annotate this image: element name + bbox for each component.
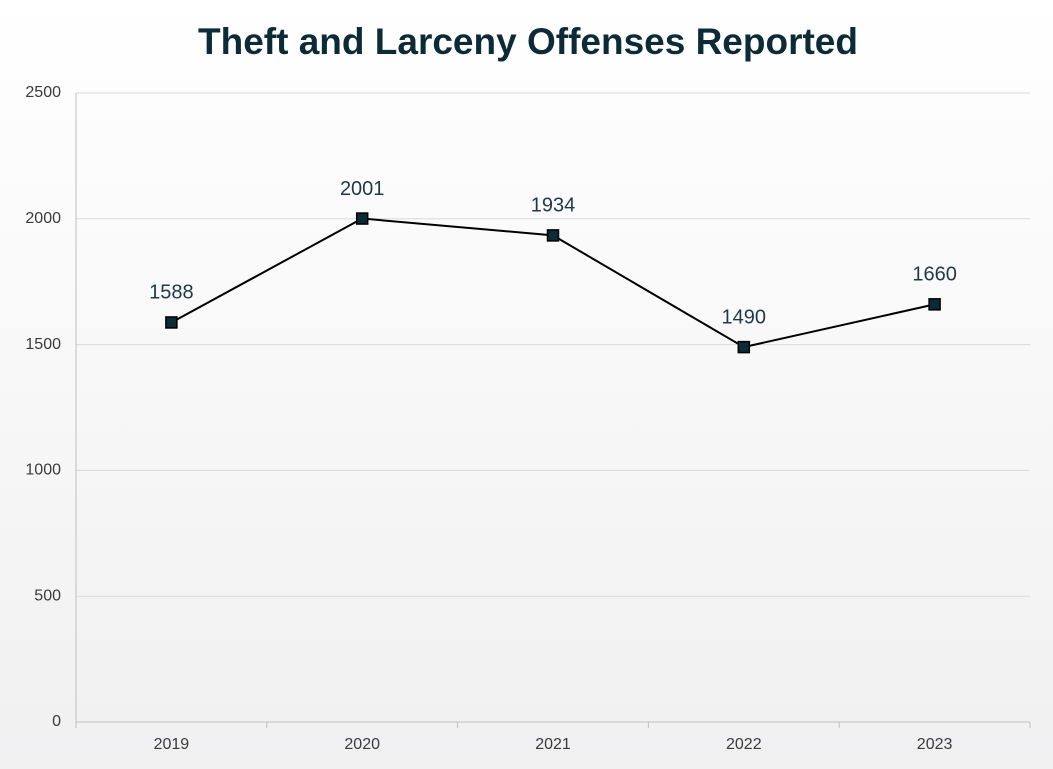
marker: [928, 298, 941, 311]
x-tick-label: 2020: [344, 736, 380, 753]
y-tick-label: 1500: [25, 336, 61, 353]
chart-title: Theft and Larceny Offenses Reported: [198, 21, 858, 62]
marker: [546, 229, 560, 242]
x-tick-label: 2023: [917, 736, 953, 753]
marker: [165, 316, 178, 329]
data-label: 2001: [340, 178, 385, 200]
x-tick-label: 2021: [535, 736, 571, 753]
y-tick-label: 500: [34, 587, 61, 604]
data-label: 1588: [149, 282, 194, 304]
marker: [355, 212, 369, 225]
data-label: 1660: [912, 264, 957, 286]
x-tick-label: 2022: [726, 736, 762, 753]
y-tick-label: 1000: [25, 462, 61, 479]
data-label: 1934: [531, 195, 576, 217]
marker: [737, 340, 751, 354]
x-tick-label: 2019: [154, 736, 190, 753]
data-label: 1490: [722, 306, 767, 328]
y-tick-label: 2000: [25, 210, 61, 227]
y-tick-label: 0: [52, 713, 61, 730]
y-tick-label: 2500: [25, 84, 61, 101]
